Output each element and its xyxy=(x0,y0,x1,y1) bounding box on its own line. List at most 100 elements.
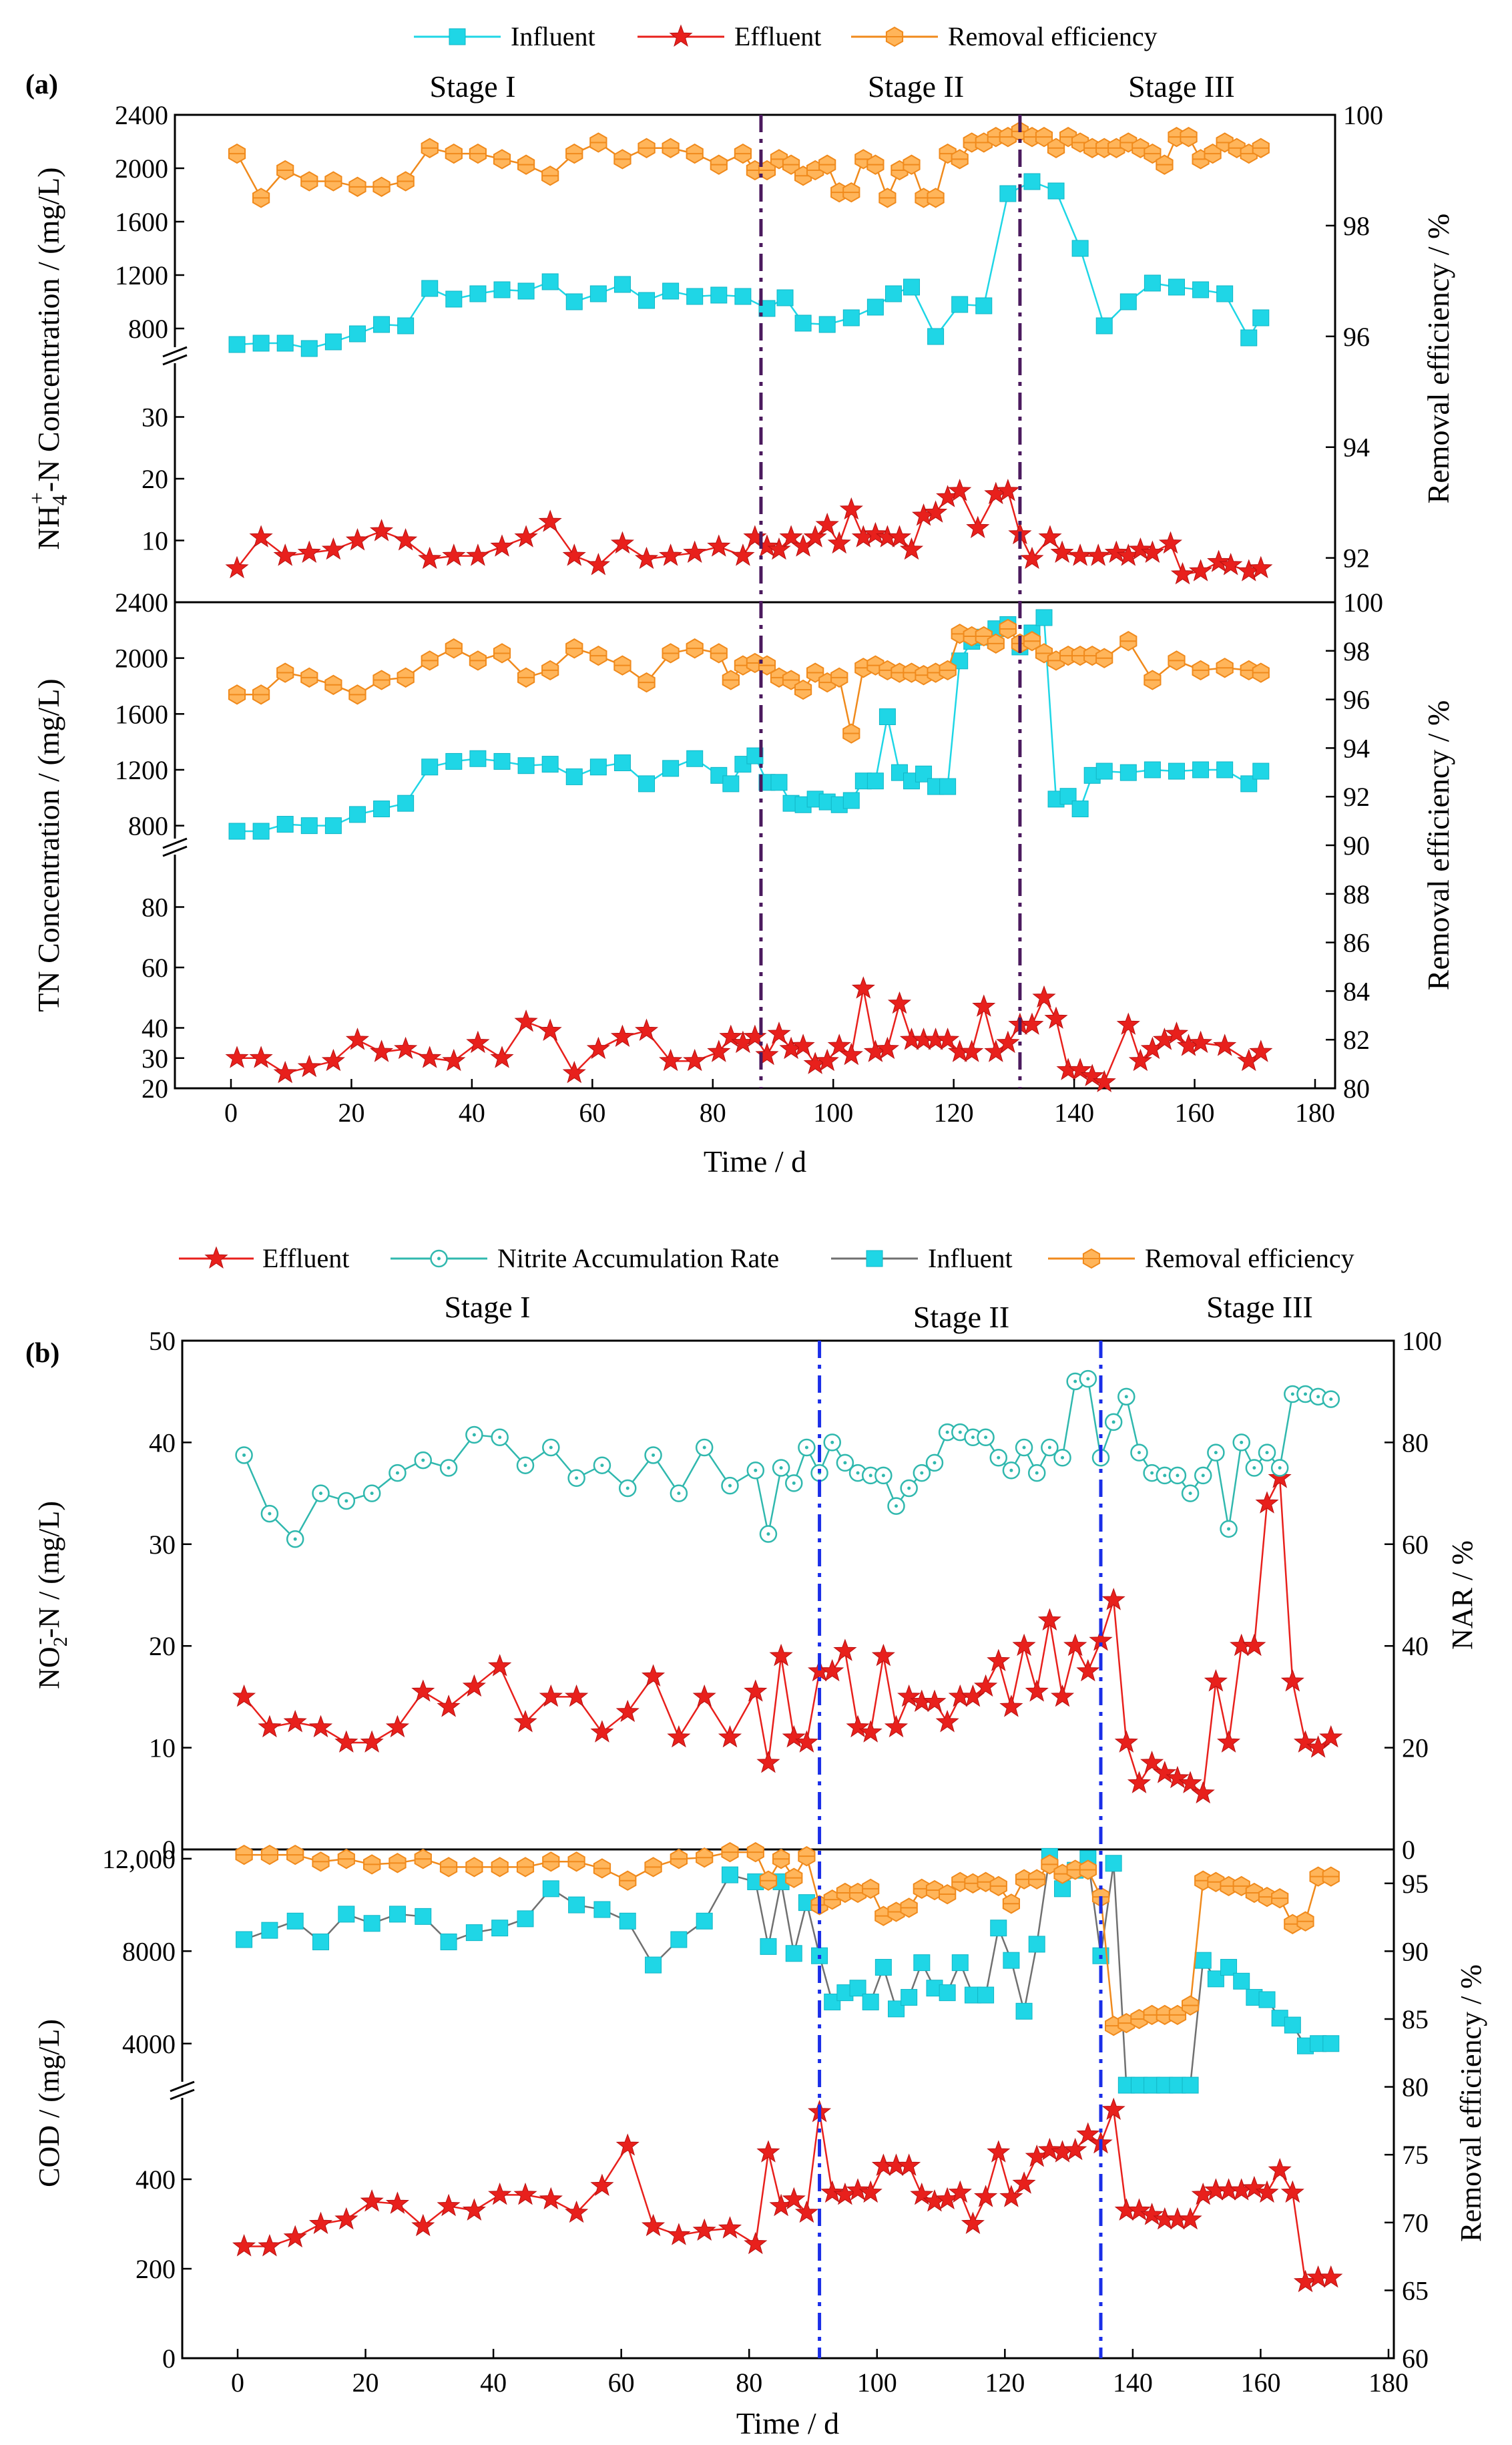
ser-nh4-effluent-point-51 xyxy=(1128,537,1152,560)
ser-cod-influent-point-6 xyxy=(389,1906,406,1923)
ser-cod-effluent-point-46 xyxy=(1076,2122,1100,2145)
ser-nh4-removal-efficiency-point-32 xyxy=(866,154,885,175)
lg-a-1-symbol xyxy=(669,24,693,47)
ser-tn-effluent-point-57 xyxy=(1164,1022,1189,1044)
x-axis-b-tick-label-3: 60 xyxy=(608,2368,635,2398)
ax-cod-right-tick-label-0: 60 xyxy=(1402,2344,1429,2374)
ser-tn-influent-point-37 xyxy=(915,765,933,783)
ser-nh4-influent-point-16 xyxy=(613,276,631,293)
ser-tn-removal-efficiency-point-39 xyxy=(939,660,957,681)
ser-cod-effluent-point-24 xyxy=(794,2200,818,2223)
ser-cod-effluent-point-9 xyxy=(462,2198,486,2221)
ser-tn-effluent-point-53 xyxy=(1116,1012,1140,1035)
ser-cod-removal-efficiency-point-2 xyxy=(286,1844,304,1865)
ser-cod-influent-point-54 xyxy=(1182,2076,1199,2094)
ser-no2-nar-point-49 xyxy=(1117,1387,1136,1406)
ser-cod-effluent-point-26 xyxy=(820,2180,844,2203)
x-axis-label-a: Time / d xyxy=(704,1144,806,1178)
ax-no2-left-tick-label-4: 40 xyxy=(149,1427,176,1458)
ser-cod-influent-point-16 xyxy=(645,1956,662,1974)
ser-tn-influent-point-53 xyxy=(1119,764,1137,781)
ser-cod-removal-efficiency-point-10 xyxy=(491,1857,509,1877)
ser-no2-nar-point-39-dot xyxy=(997,1456,1001,1460)
ser-nh4-effluent-point-46 xyxy=(1050,540,1074,563)
plot-cod: 4000 8000 12,000 0 200 400 60 65 70 75 80 85 90 95 CO… xyxy=(33,1841,1487,2374)
ser-nh4-effluent-point-23 xyxy=(755,534,779,557)
ser-no2-effluent-point-45 xyxy=(1063,1633,1087,1656)
ax-nh4-upper-tick-label-1: 1200 xyxy=(115,260,168,290)
ser-no2-nar-point-38-dot xyxy=(984,1435,988,1439)
ser-no2-nar-point-45-dot xyxy=(1073,1379,1077,1383)
ser-cod-influent-point-60 xyxy=(1258,1991,1276,2008)
ser-cod-removal-efficiency-point-65 xyxy=(1322,1866,1340,1887)
ser-cod-removal-efficiency-point-39 xyxy=(989,1875,1007,1897)
ser-no2-nar-point-46-dot xyxy=(1086,1377,1090,1381)
ser-no2-nar-point-50-dot xyxy=(1137,1451,1141,1455)
ax-nh4-right-tick-label-2: 96 xyxy=(1343,322,1370,352)
ser-no2-effluent-point-54 xyxy=(1178,1771,1202,1793)
ser-no2-nar-point-15 xyxy=(618,1479,637,1498)
ser-no2-nar-point-32-dot xyxy=(907,1486,911,1490)
ser-no2-effluent-point-63 xyxy=(1293,1730,1318,1753)
ax-tn-right-tick-label-9: 98 xyxy=(1343,636,1370,666)
ser-nh4-removal-efficiency-point-14 xyxy=(565,143,583,164)
ser-nh4-removal-efficiency-point-23 xyxy=(758,160,776,181)
legend-a-effluent: Effluent xyxy=(638,21,821,51)
ser-no2-nar-point-62 xyxy=(1284,1385,1302,1403)
ser-nh4-removal-efficiency-point-0 xyxy=(228,143,246,164)
ser-cod-removal-efficiency-point-21 xyxy=(759,1870,778,1891)
x-axis-b-tick-label-6: 120 xyxy=(985,2368,1025,2398)
ser-cod-removal-efficiency-point-32 xyxy=(900,1898,918,1918)
legend-b-effluent-marker xyxy=(204,1246,228,1269)
ser-cod-influent-point-17 xyxy=(670,1931,688,1948)
ser-no2-effluent-point-4 xyxy=(334,1730,358,1753)
ser-no2-nar-point-58-dot xyxy=(1240,1440,1244,1444)
ser-cod-effluent-point-21 xyxy=(756,2140,780,2163)
plot-no2-y2label-text: NAR / % xyxy=(1446,1540,1479,1650)
ser-tn-influent-point-39 xyxy=(939,778,957,795)
ser-nh4-influent-point-3 xyxy=(300,340,318,357)
ser-cod-influent-point-19 xyxy=(721,1866,738,1883)
ser-no2-nar-point-42 xyxy=(1027,1464,1046,1482)
ser-nh4-removal-efficiency-point-56 xyxy=(1156,154,1174,175)
ax-no2-left-tick-label-1: 10 xyxy=(149,1733,176,1763)
ser-cod-influent-point-4 xyxy=(338,1906,355,1923)
ser-cod-influent-point-10 xyxy=(491,1920,509,1937)
ser-no2-nar-point-55 xyxy=(1194,1466,1212,1485)
ser-tn-effluent-point-31 xyxy=(839,1042,863,1066)
ser-cod-removal-efficiency-point-0 xyxy=(235,1844,253,1865)
ser-tn-influent-point-1 xyxy=(252,823,270,840)
ser-tn-influent-point-33 xyxy=(866,772,884,790)
legend-b: Effluent Nitrite Accumulation Rate Influ… xyxy=(179,1243,1354,1273)
ser-no2-nar-point-16 xyxy=(644,1446,662,1464)
panel-a: Influent Effluent Removal efficiency (a)… xyxy=(25,21,1455,1178)
ser-nh4-effluent-point-2 xyxy=(273,543,297,566)
ser-no2-effluent-point-2 xyxy=(283,1710,307,1733)
ser-no2-nar-point-42-dot xyxy=(1035,1471,1039,1475)
ser-tn-removal-efficiency-point-59 xyxy=(1252,662,1270,683)
x-axis-b-tick-label-5: 100 xyxy=(857,2368,897,2398)
ser-nh4-removal-efficiency-point-12 xyxy=(517,154,535,175)
ser-cod-effluent-point-13 xyxy=(565,2200,589,2223)
ser-tn-effluent-point-50 xyxy=(1068,1058,1092,1080)
ser-tn-removal-efficiency-point-55 xyxy=(1168,650,1186,671)
ser-nh4-effluent-point-21 xyxy=(731,543,755,566)
ax-no2-right-tick-label-4: 80 xyxy=(1402,1427,1429,1458)
ser-tn-removal-efficiency-point-11 xyxy=(493,643,511,664)
ser-no2-nar-point-4 xyxy=(337,1492,356,1510)
ser-nh4-removal-efficiency-point-16 xyxy=(613,149,632,170)
ser-nh4-effluent-point-54 xyxy=(1170,562,1195,585)
ser-no2-nar-point-5-dot xyxy=(370,1492,374,1496)
ser-nh4-influent-point-10 xyxy=(469,285,487,302)
ser-tn-removal-efficiency-point-20 xyxy=(710,643,728,664)
ser-tn-effluent-point-11 xyxy=(490,1046,514,1068)
ser-no2-nar-point-23-dot xyxy=(792,1481,796,1485)
ser-cod-effluent-point-32 xyxy=(897,2153,921,2176)
ser-tn-effluent-point-51 xyxy=(1080,1064,1104,1086)
ser-cod-effluent-point-51 xyxy=(1140,2203,1164,2225)
legend-b-effluent-label: Effluent xyxy=(262,1243,349,1273)
ser-no2-nar-point-41-dot xyxy=(1022,1446,1026,1450)
ser-cod-removal-efficiency-point-61 xyxy=(1271,1888,1289,1909)
ax-no2-left-tick-label-5: 50 xyxy=(149,1326,176,1356)
